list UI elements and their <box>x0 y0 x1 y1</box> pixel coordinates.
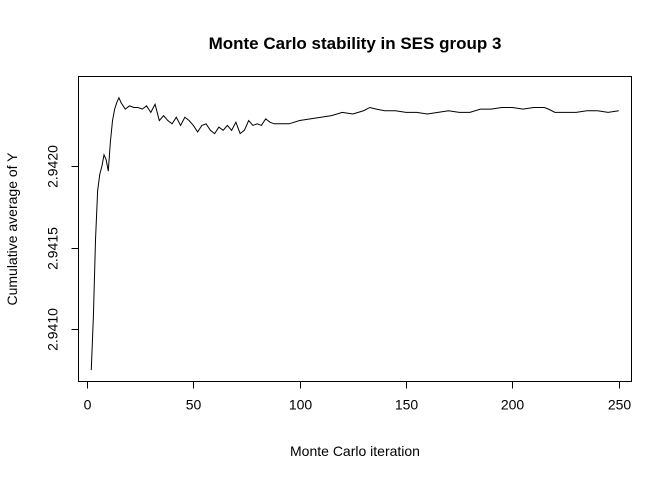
chart-title: Monte Carlo stability in SES group 3 <box>209 34 502 53</box>
x-tick-label: 150 <box>395 397 419 413</box>
x-tick-label: 250 <box>608 397 632 413</box>
plot-frame <box>78 76 632 382</box>
x-tick-label: 0 <box>84 397 92 413</box>
x-tick-label: 200 <box>501 397 525 413</box>
y-tick-label: 2.9410 <box>45 308 61 351</box>
y-axis: 2.9410 2.9415 2.9420 <box>45 145 79 351</box>
x-tick-label: 50 <box>186 397 202 413</box>
x-tick-label: 100 <box>289 397 313 413</box>
y-axis-label: Cumulative average of Y <box>4 152 20 306</box>
x-axis: 0 50 100 150 200 250 <box>84 381 632 413</box>
series-line <box>90 96 619 371</box>
y-tick-label: 2.9420 <box>45 145 61 188</box>
y-tick-label: 2.9415 <box>45 227 61 270</box>
x-axis-label: Monte Carlo iteration <box>290 443 420 459</box>
